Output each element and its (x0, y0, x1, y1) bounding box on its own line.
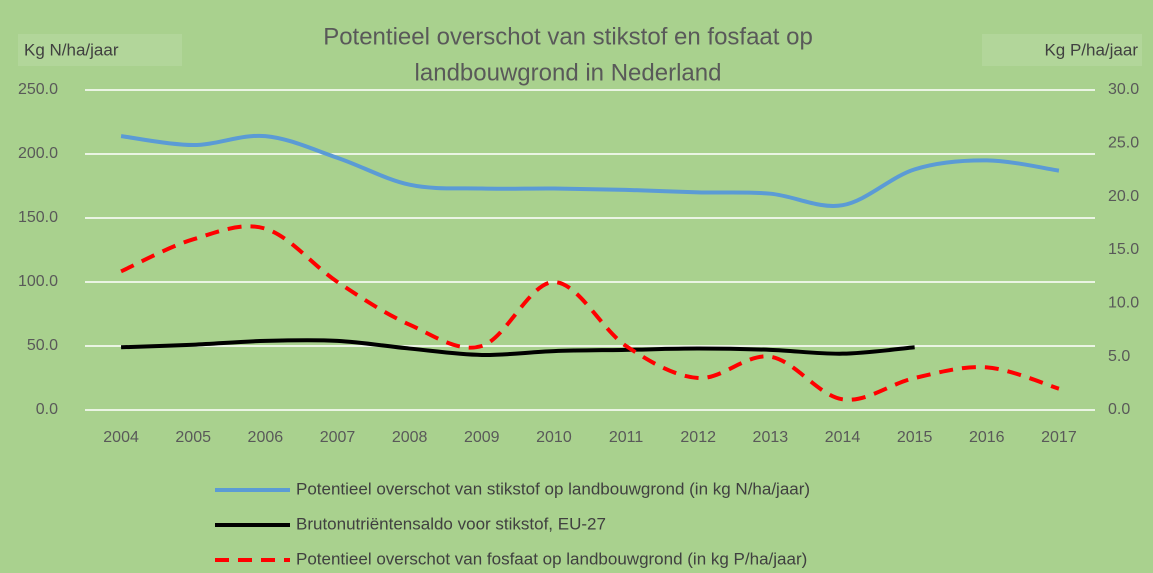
y-tick-label: 50.0 (27, 337, 58, 354)
y2-axis-label: Kg P/ha/jaar (1044, 40, 1138, 59)
y-tick-label: 200.0 (18, 145, 58, 162)
y2-tick-label: 15.0 (1108, 241, 1139, 258)
x-tick-label: 2017 (1041, 429, 1077, 446)
y-axis-label: Kg N/ha/jaar (24, 40, 119, 59)
series-line (121, 338, 915, 357)
y2-tick-label: 30.0 (1108, 81, 1139, 98)
y-label-box (18, 34, 182, 66)
x-tick-label: 2015 (897, 429, 933, 446)
y-tick-label: 100.0 (18, 273, 58, 290)
chart-title: landbouwgrond in Nederland (415, 59, 722, 86)
y2-tick-label: 25.0 (1108, 135, 1139, 152)
y2-tick-label: 5.0 (1108, 348, 1130, 365)
legend-label: Brutonutriëntensaldo voor stikstof, EU-2… (296, 514, 606, 533)
x-tick-label: 2016 (969, 429, 1005, 446)
x-tick-label: 2014 (825, 429, 861, 446)
x-tick-label: 2011 (609, 429, 644, 446)
series-line (120, 224, 1060, 402)
x-tick-label: 2009 (464, 429, 500, 446)
x-tick-label: 2004 (103, 429, 139, 446)
y2-tick-label: 0.0 (1108, 401, 1130, 418)
y2-tick-label: 20.0 (1108, 188, 1139, 205)
x-tick-label: 2013 (753, 429, 789, 446)
legend-label: Potentieel overschot van stikstof op lan… (296, 479, 810, 498)
y-tick-label: 0.0 (36, 401, 58, 418)
x-tick-label: 2006 (248, 429, 284, 446)
x-tick-label: 2008 (392, 429, 428, 446)
x-tick-label: 2012 (680, 429, 716, 446)
x-tick-label: 2010 (536, 429, 572, 446)
legend-label: Potentieel overschot van fosfaat op land… (296, 549, 807, 568)
series-line (120, 133, 1060, 208)
y2-label-box (982, 34, 1142, 66)
x-tick-label: 2007 (320, 429, 356, 446)
y-tick-label: 250.0 (18, 81, 58, 98)
y-tick-label: 150.0 (18, 209, 58, 226)
x-tick-label: 2005 (175, 429, 211, 446)
chart-title: Potentieel overschot van stikstof en fos… (323, 23, 813, 50)
y2-tick-label: 10.0 (1108, 295, 1139, 312)
